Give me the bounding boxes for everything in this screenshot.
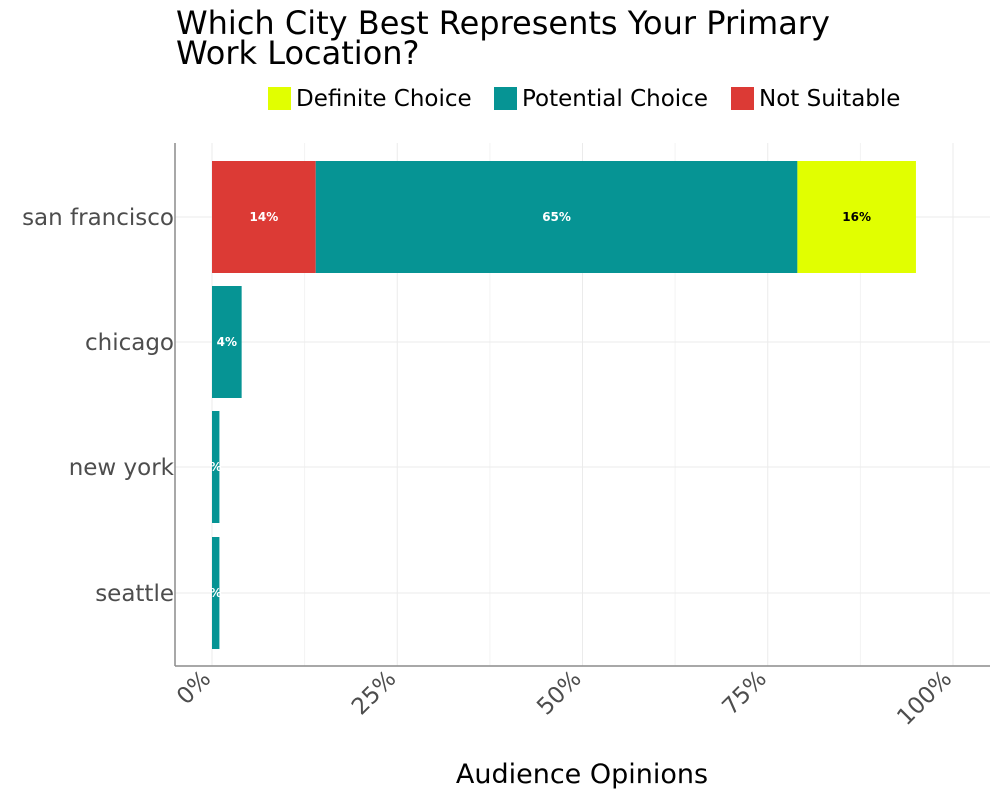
legend-label: Not Suitable	[759, 86, 900, 112]
x-axis-label: Audience Opinions	[456, 759, 708, 790]
legend-item-potential-choice: Potential Choice	[494, 86, 708, 112]
x-tick-label-3: 75%	[717, 666, 772, 721]
legend: Definite Choice Potential Choice Not Suita…	[268, 86, 900, 112]
legend-swatch	[268, 87, 291, 110]
bar-label-chicago-potential-choice: 4%	[217, 335, 237, 349]
x-tick-label-0: 0%	[172, 666, 216, 710]
bar-label-seattle-potential-choice: %	[210, 586, 222, 600]
x-tick-label-2: 50%	[532, 666, 587, 721]
bar-san-francisco-definite-choice	[797, 161, 916, 273]
y-tick-label-san-francisco: san francisco	[22, 205, 174, 231]
y-tick-label-new-york: new york	[69, 455, 175, 481]
bar-label-san-francisco-potential-choice: 65%	[542, 210, 571, 224]
x-tick-label-1: 25%	[347, 666, 402, 721]
legend-swatch	[494, 87, 517, 110]
bar-seattle-potential-choice	[212, 537, 220, 649]
chart-title-line-2: Work Location?	[176, 34, 420, 72]
bar-new-york-potential-choice	[212, 411, 220, 523]
legend-label: Potential Choice	[522, 86, 708, 112]
bar-san-francisco-not-suitable	[212, 161, 316, 273]
bar-label-san-francisco-definite-choice: 16%	[842, 210, 871, 224]
bars: 14% 65% 16% 4%%%	[210, 161, 916, 649]
bar-san-francisco-potential-choice	[315, 161, 798, 273]
y-tick-labels: san francisco chicago new york seattle	[22, 205, 175, 607]
legend-label: Definite Choice	[296, 86, 472, 112]
bar-chicago-potential-choice	[212, 286, 242, 398]
chart-title-line-1: Which City Best Represents Your Primary	[176, 4, 830, 42]
axes	[174, 143, 990, 667]
x-tick-label-4: 100%	[892, 666, 957, 731]
y-tick-label-seattle: seattle	[95, 581, 174, 607]
legend-swatch	[731, 87, 754, 110]
legend-item-definite-choice: Definite Choice	[268, 86, 472, 112]
y-tick-label-chicago: chicago	[85, 330, 174, 356]
legend-item-not-suitable: Not Suitable	[731, 86, 900, 112]
bar-label-san-francisco-not-suitable: 14%	[250, 210, 279, 224]
x-tick-labels: 0% 25% 50% 75% 100%	[172, 666, 957, 731]
bar-label-new-york-potential-choice: %	[210, 460, 222, 474]
chart-title: Which City Best Represents Your Primary …	[176, 4, 830, 72]
